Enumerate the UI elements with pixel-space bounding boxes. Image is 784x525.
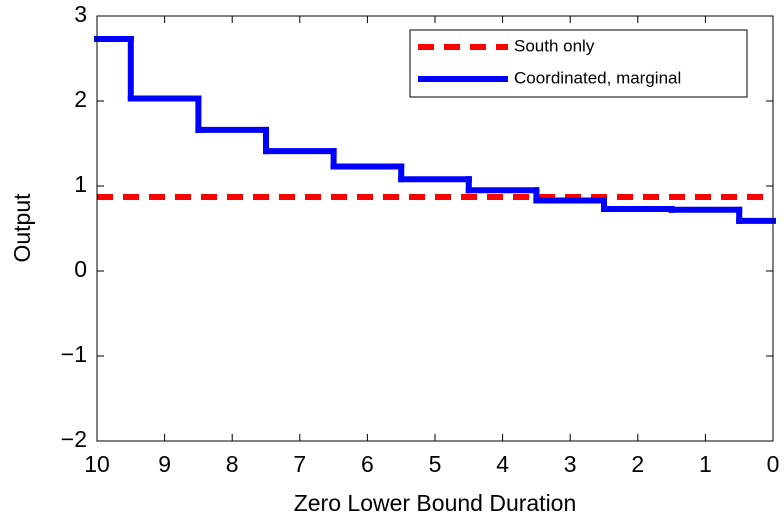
y-tick-label: 3 — [74, 1, 87, 27]
plot-frame — [96, 15, 774, 442]
y-tick-label: −2 — [61, 426, 87, 452]
y-tick-label: 0 — [74, 256, 87, 282]
y-tick-label: 1 — [74, 171, 87, 197]
x-tick-label: 9 — [158, 451, 171, 477]
x-tick-label: 1 — [699, 451, 712, 477]
x-tick-label: 2 — [631, 451, 644, 477]
x-tick-label: 3 — [564, 451, 577, 477]
legend-label: Coordinated, marginal — [514, 68, 681, 87]
x-tick-label: 4 — [496, 451, 509, 477]
x-tick-label: 5 — [429, 451, 442, 477]
series-steps — [94, 35, 776, 224]
y-tick-label: 2 — [74, 86, 87, 112]
x-axis-label: Zero Lower Bound Duration — [294, 490, 577, 516]
x-tick-label: 10 — [84, 451, 110, 477]
x-tick-label: 6 — [361, 451, 374, 477]
y-tick-label: −1 — [61, 341, 87, 367]
x-tick-label: 0 — [767, 451, 780, 477]
legend-label: South only — [514, 36, 595, 55]
y-axis-label: Output — [9, 193, 35, 263]
legend-box — [409, 29, 748, 98]
x-tick-label: 7 — [293, 451, 306, 477]
x-tick-label: 8 — [226, 451, 239, 477]
